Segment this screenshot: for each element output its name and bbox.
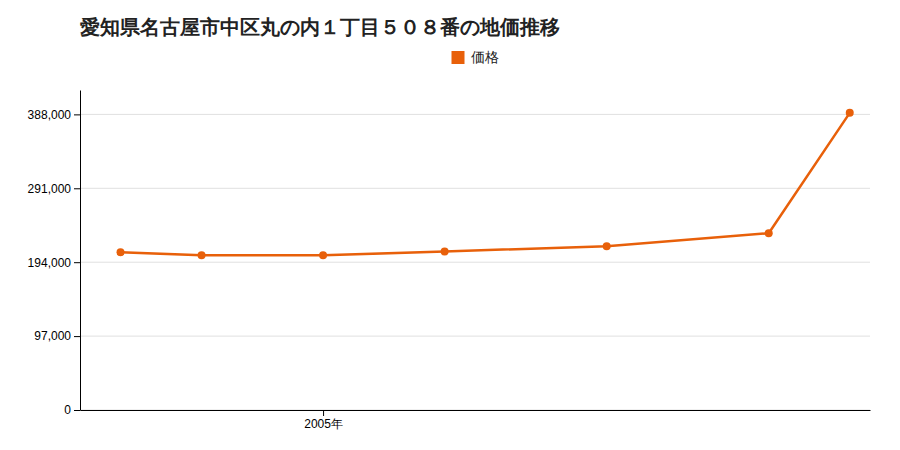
grid-line	[80, 336, 870, 337]
tick-label: 2005年	[304, 417, 343, 431]
line	[121, 113, 850, 255]
y-axis: 0 97,000 194,000 291,000 388,000	[28, 91, 81, 418]
tick: 0	[64, 403, 80, 417]
grid-line	[80, 114, 870, 115]
chart: 愛知県名古屋市中区丸の内１丁目５０８番の地価推移 0 97,000 194,000 29…	[0, 0, 900, 450]
title: 愛知県名古屋市中区丸の内１丁目５０８番の地価推移	[80, 15, 560, 39]
grid-line	[80, 410, 870, 411]
grid	[80, 114, 870, 410]
tick: 388,000	[28, 108, 80, 122]
grid-line	[80, 262, 870, 263]
plot: 0 97,000 194,000 291,000 388,000 2005年	[28, 91, 871, 431]
point	[319, 251, 327, 259]
point	[198, 251, 206, 259]
point	[441, 248, 449, 256]
point	[765, 229, 773, 237]
tick: 194,000	[28, 256, 80, 270]
tick-mark	[323, 410, 324, 416]
x-axis: 2005年	[81, 410, 871, 431]
point	[117, 248, 125, 256]
tick-label: 97,000	[34, 329, 71, 343]
tick-mark	[74, 188, 80, 189]
tick-mark	[74, 114, 80, 115]
tick-label: 291,000	[28, 182, 72, 196]
legend: 価格	[452, 49, 499, 65]
tick: 291,000	[28, 182, 80, 196]
legend-swatch	[452, 51, 465, 64]
marks	[117, 109, 854, 259]
axis-line	[81, 410, 871, 411]
point	[846, 109, 854, 117]
grid-line	[80, 188, 870, 189]
point	[603, 242, 611, 250]
tick: 2005年	[304, 410, 343, 431]
tick-label: 388,000	[28, 108, 72, 122]
legend-label: 価格	[471, 49, 499, 65]
tick-mark	[74, 262, 80, 263]
tick-mark	[74, 410, 80, 411]
tick-label: 194,000	[28, 256, 72, 270]
axis-line	[80, 91, 81, 411]
tick-label: 0	[64, 403, 71, 417]
tick: 97,000	[34, 329, 80, 343]
legend-item: 価格	[452, 49, 499, 65]
tick-mark	[74, 336, 80, 337]
